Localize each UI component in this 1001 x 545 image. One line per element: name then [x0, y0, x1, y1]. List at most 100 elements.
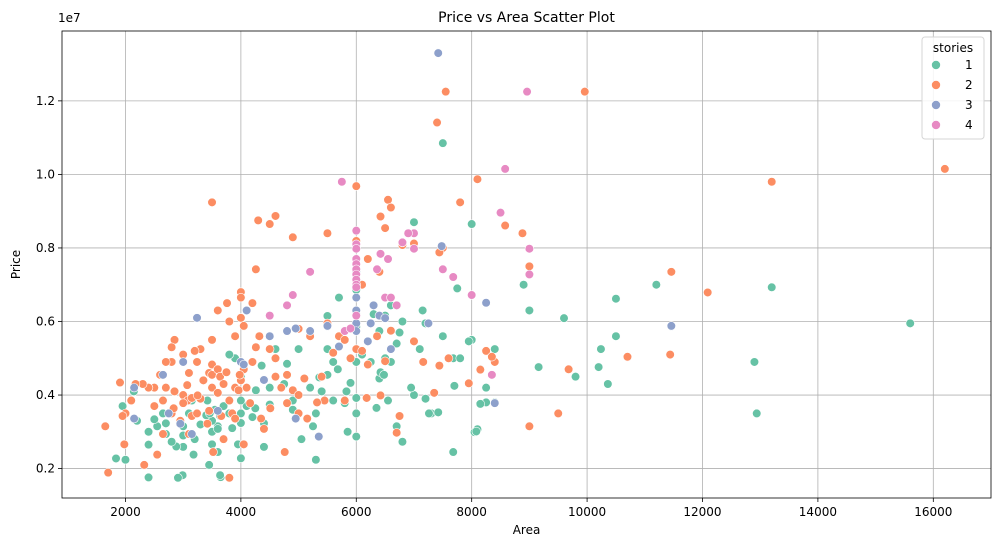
scatter-point-stories-2 — [432, 117, 442, 128]
scatter-point-stories-1 — [905, 318, 915, 328]
scatter-point-stories-2 — [481, 346, 491, 356]
scatter-point-stories-1 — [236, 395, 246, 406]
scatter-point-stories-3 — [481, 298, 491, 308]
scatter-point-stories-1 — [559, 313, 569, 323]
scatter-point-stories-1 — [343, 427, 353, 437]
scatter-point-stories-2 — [190, 346, 200, 356]
scatter-point-stories-2 — [161, 383, 171, 393]
scatter-point-stories-1 — [257, 361, 267, 371]
scatter-point-stories-1 — [333, 364, 343, 374]
scatter-point-stories-1 — [334, 292, 344, 303]
scatter-point-stories-2 — [247, 298, 258, 308]
scatter-point-stories-2 — [218, 379, 229, 389]
scatter-point-stories-2 — [251, 264, 261, 274]
x-tick-label: 16000 — [914, 505, 952, 519]
scatter-point-stories-3 — [305, 326, 315, 336]
scatter-point-stories-2 — [472, 174, 483, 184]
scatter-point-stories-2 — [239, 321, 249, 331]
scatter-point-stories-1 — [305, 383, 315, 393]
scatter-point-stories-2 — [126, 395, 136, 406]
scatter-point-stories-3 — [366, 318, 376, 328]
scatter-point-stories-2 — [418, 357, 428, 367]
scatter-point-stories-2 — [375, 211, 386, 222]
scatter-point-stories-2 — [380, 223, 390, 233]
scatter-point-stories-1 — [594, 362, 604, 372]
scatter-point-stories-1 — [651, 280, 661, 290]
scatter-point-stories-3 — [187, 429, 197, 439]
scatter-point-stories-2 — [302, 413, 312, 424]
scatter-point-stories-2 — [487, 352, 497, 362]
scatter-point-stories-2 — [622, 352, 633, 362]
scatter-point-stories-3 — [666, 321, 676, 331]
scatter-point-stories-1 — [475, 399, 485, 409]
legend-marker-stories-1 — [931, 60, 941, 70]
scatter-point-stories-2 — [703, 287, 713, 298]
legend: stories 1 2 3 4 — [921, 36, 985, 140]
x-tick-label: 14000 — [799, 505, 837, 519]
scatter-point-stories-1 — [752, 408, 762, 419]
scatter-point-stories-1 — [296, 434, 307, 444]
scatter-point-stories-4 — [265, 311, 275, 321]
scatter-point-stories-3 — [368, 300, 379, 310]
scatter-point-stories-1 — [524, 305, 534, 316]
scatter-point-stories-1 — [247, 412, 258, 422]
scatter-point-stories-1 — [173, 473, 183, 483]
scatter-point-stories-2 — [319, 395, 330, 406]
scatter-point-stories-1 — [259, 442, 269, 452]
scatter-point-stories-1 — [251, 385, 261, 395]
scatter-point-stories-1 — [448, 447, 458, 457]
scatter-point-stories-2 — [362, 393, 372, 403]
scatter-point-stories-1 — [490, 344, 500, 354]
scatter-point-stories-3 — [282, 326, 292, 336]
scatter-point-stories-4 — [375, 249, 386, 259]
scatter-point-stories-2 — [665, 349, 675, 360]
scatter-point-stories-4 — [351, 282, 361, 292]
scatter-point-stories-2 — [312, 397, 322, 407]
scatter-point-stories-4 — [372, 264, 382, 274]
scatter-point-stories-1 — [345, 378, 356, 388]
scatter-point-stories-2 — [564, 364, 574, 374]
y-axis-offset-label: 1e7 — [58, 11, 81, 25]
scatter-point-stories-2 — [475, 365, 485, 375]
scatter-point-stories-3 — [363, 336, 373, 346]
scatter-point-stories-1 — [328, 395, 338, 406]
legend-title: stories — [933, 41, 973, 55]
scatter-point-stories-2 — [392, 428, 402, 438]
scatter-point-stories-1 — [215, 470, 225, 480]
scatter-point-stories-1 — [227, 423, 237, 433]
x-tick-label: 8000 — [456, 505, 487, 519]
scatter-point-stories-4 — [351, 311, 361, 321]
scatter-point-stories-3 — [175, 419, 185, 429]
scatter-point-stories-2 — [239, 439, 249, 449]
scatter-point-stories-1 — [317, 386, 327, 396]
scatter-point-stories-1 — [308, 421, 318, 431]
scatter-point-stories-1 — [149, 414, 159, 424]
legend-label-stories-4: 4 — [965, 118, 973, 132]
legend-label-stories-2: 2 — [965, 78, 973, 92]
scatter-point-stories-2 — [139, 460, 149, 470]
scatter-point-stories-1 — [611, 331, 621, 341]
scatter-point-stories-2 — [207, 197, 217, 207]
scatter-point-stories-4 — [383, 254, 393, 264]
scatter-point-stories-1 — [603, 379, 613, 389]
scatter-point-stories-1 — [143, 472, 154, 483]
scatter-point-stories-4 — [522, 87, 532, 97]
scatter-point-stories-2 — [444, 353, 454, 363]
scatter-point-stories-1 — [406, 383, 416, 393]
scatter-point-stories-1 — [379, 370, 389, 380]
scatter-point-stories-2 — [299, 373, 309, 384]
scatter-point-stories-1 — [420, 394, 431, 404]
scatter-point-stories-2 — [213, 305, 223, 316]
scatter-point-stories-2 — [270, 372, 281, 382]
scatter-point-stories-1 — [120, 455, 131, 465]
scatter-point-stories-1 — [471, 426, 481, 437]
scatter-point-stories-2 — [767, 177, 777, 187]
scatter-point-stories-1 — [188, 450, 199, 460]
scatter-point-stories-1 — [464, 336, 474, 346]
legend-marker-stories-2 — [931, 80, 941, 90]
scatter-point-stories-2 — [322, 228, 333, 238]
scatter-point-stories-2 — [265, 219, 275, 229]
x-tick-label: 12000 — [683, 505, 721, 519]
scatter-point-stories-4 — [351, 226, 361, 236]
